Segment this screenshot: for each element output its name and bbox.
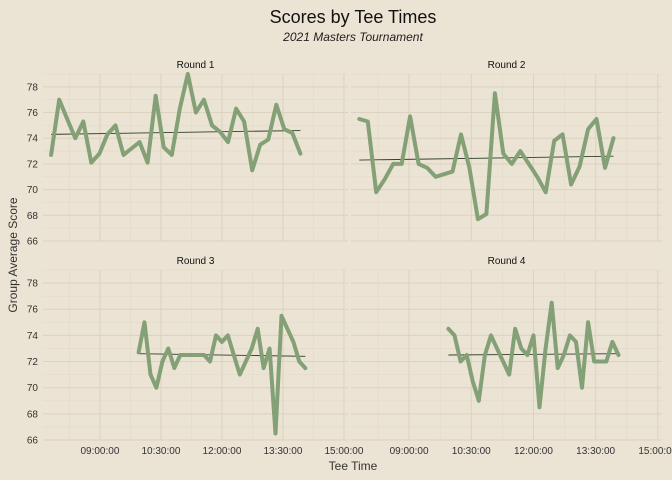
y-tick-label: 72 xyxy=(27,357,39,368)
y-tick-label: 76 xyxy=(27,108,39,119)
y-tick-label: 74 xyxy=(27,134,39,145)
x-tick-label: 13:30:00 xyxy=(263,446,302,457)
series-line xyxy=(357,91,616,222)
y-tick-label: 68 xyxy=(27,211,39,222)
panel-strip-label: Round 3 xyxy=(177,256,215,267)
y-tick-label: 66 xyxy=(27,436,39,447)
x-tick-label: 12:00:00 xyxy=(202,446,241,457)
y-tick-label: 76 xyxy=(27,305,39,316)
series-line xyxy=(49,72,303,173)
x-tick-label: 13:30:00 xyxy=(576,446,615,457)
y-axis-label: Group Average Score xyxy=(6,197,20,313)
series-line xyxy=(446,300,621,410)
y-tick-label: 78 xyxy=(27,279,39,290)
series-line xyxy=(136,313,308,436)
x-tick-label: 10:30:00 xyxy=(452,446,491,457)
y-tick-label: 70 xyxy=(27,185,39,196)
x-tick-label: 09:00:00 xyxy=(80,446,119,457)
x-tick-label: 15:00:00 xyxy=(324,446,363,457)
panel-1: Round 1 66 68 70 72 74 76 78 xyxy=(27,60,348,248)
y-tick-label: 78 xyxy=(27,82,39,93)
x-tick-label: 09:00:00 xyxy=(390,446,429,457)
panel-3: Round 3 66 68 70 72 74 76 78 09:00:00 10:30:00 12:… xyxy=(27,256,364,457)
panel-2: Round 2 xyxy=(351,60,662,242)
y-tick-label: 72 xyxy=(27,159,39,170)
x-axis-label: Tee Time xyxy=(329,459,378,473)
y-tick-label: 74 xyxy=(27,331,39,342)
chart-subtitle: 2021 Masters Tournament xyxy=(282,30,423,44)
panel-4: Round 4 09:00:00 10:30:00 12:00:00 13:30:00 1… xyxy=(351,256,672,457)
panel-strip-label: Round 4 xyxy=(488,256,526,267)
x-tick-label: 12:00:00 xyxy=(514,446,553,457)
y-tick-label: 70 xyxy=(27,383,39,394)
y-tick-label: 66 xyxy=(27,237,39,248)
x-tick-label: 10:30:00 xyxy=(141,446,180,457)
trend-line xyxy=(359,155,614,161)
x-tick-label: 15:00:00 xyxy=(638,446,672,457)
y-tick-label: 68 xyxy=(27,409,39,420)
chart-title: Scores by Tee Times xyxy=(270,7,437,27)
panel-strip-label: Round 2 xyxy=(488,60,526,71)
chart-panels: Round 1 66 68 70 72 74 76 78 Round 2 Round 3 66 68 7… xyxy=(27,60,672,457)
panel-strip-label: Round 1 xyxy=(177,60,215,71)
